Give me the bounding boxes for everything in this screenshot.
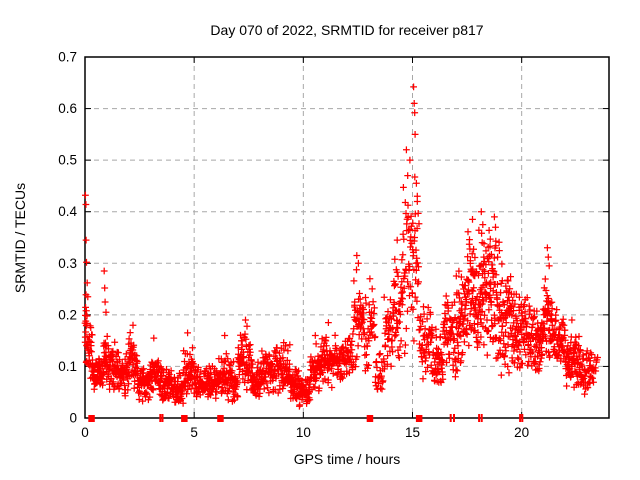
- y-tick-label: 0.6: [58, 101, 77, 116]
- x-tick-label: 5: [190, 425, 198, 440]
- x-tick-label: 20: [514, 425, 529, 440]
- zero-bar-marker: [449, 414, 452, 422]
- x-axis-label: GPS time / hours: [294, 451, 401, 467]
- y-tick-label: 0.1: [58, 359, 77, 374]
- zero-bar-marker: [480, 414, 483, 422]
- scatter-points-path: [81, 83, 601, 410]
- data-points: [81, 83, 601, 410]
- zero-square-marker: [366, 415, 374, 422]
- zero-value-markers: [88, 414, 524, 422]
- x-tick-label: 0: [81, 425, 89, 440]
- y-tick-label: 0.5: [58, 153, 77, 168]
- zero-bar-marker: [159, 414, 162, 422]
- chart-title: Day 070 of 2022, SRMTID for receiver p81…: [210, 22, 483, 38]
- zero-square-marker: [415, 415, 423, 422]
- zero-bar-marker: [478, 414, 481, 422]
- y-axis-label: SRMTID / TECUs: [12, 183, 28, 293]
- tick-labels: 0 5 10 15 20 0 0.1 0.2 0.3 0.4 0.5 0.6 0.7: [58, 50, 529, 441]
- plot-border: [84, 56, 610, 419]
- y-tick-label: 0.2: [58, 307, 77, 322]
- zero-bar-marker: [453, 414, 455, 422]
- zero-bar-marker: [161, 414, 164, 422]
- x-tick-label: 15: [405, 425, 420, 440]
- zero-bar-marker: [519, 414, 522, 422]
- zero-square-marker: [181, 415, 188, 422]
- x-tick-label: 10: [296, 425, 311, 440]
- y-tick-label: 0.7: [58, 50, 77, 65]
- y-tick-label: 0.4: [58, 204, 77, 219]
- y-tick-label: 0: [69, 411, 77, 426]
- y-tick-label: 0.3: [58, 256, 77, 271]
- zero-square-marker: [217, 415, 224, 422]
- zero-square-marker: [88, 415, 95, 422]
- zero-bar-marker: [521, 414, 524, 422]
